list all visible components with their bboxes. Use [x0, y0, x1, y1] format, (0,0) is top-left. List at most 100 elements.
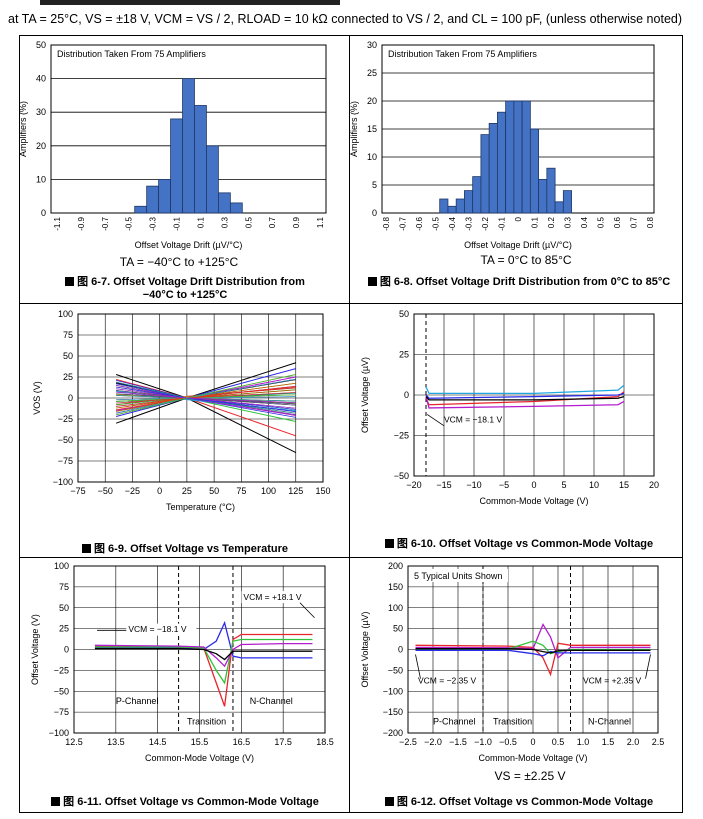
x-tick-label: 5	[561, 480, 566, 490]
x-tick-label: 0.7	[268, 216, 277, 228]
y-tick-label: −50	[388, 665, 403, 675]
annotation-vcm-neg: VCM = −18.1 V	[128, 624, 186, 634]
x-tick-label: −2.0	[424, 737, 442, 747]
annotation-arrow	[299, 602, 315, 619]
x-tick-label: −10	[466, 480, 481, 490]
caption-fig10: 图 6-10. Offset Voltage vs Common-Mode Vo…	[360, 535, 678, 551]
bar	[480, 134, 490, 214]
bar	[554, 201, 564, 214]
bar	[472, 176, 482, 214]
y-tick-label: 50	[399, 309, 409, 319]
x-tick-label: 0.5	[244, 216, 253, 228]
y-axis-label: VOS (V)	[32, 381, 42, 415]
annotation-vcm-pos: VCM = +18.1 V	[243, 592, 301, 602]
x-tick-label: 2.0	[627, 737, 640, 747]
x-tick-label: 100	[261, 486, 276, 496]
bar	[194, 105, 207, 214]
chart-fig9: −75 −50 −25 0 25 50 75 100 125 150 100 75 50 25 0 −25 −5…	[32, 309, 331, 512]
y-tick-label: 200	[388, 561, 403, 571]
label-p-channel: P-Channel	[433, 717, 476, 727]
y-tick-label: 25	[367, 68, 377, 78]
y-tick-label: −50	[58, 435, 73, 445]
annotation-arrow	[415, 654, 421, 679]
label-n-channel: N-Channel	[588, 717, 631, 727]
y-tick-label: 20	[36, 141, 46, 151]
annotation-arrow	[426, 414, 445, 427]
y-tick-label: 75	[59, 582, 69, 592]
grid-row-divider-2	[19, 557, 683, 558]
x-tick-label: -0.6	[415, 216, 424, 230]
bar	[521, 100, 531, 214]
label-n-channel: N-Channel	[250, 696, 293, 706]
chart-title: Distribution Taken From 75 Amplifiers	[57, 49, 206, 59]
x-tick-label: 17.5	[274, 737, 292, 747]
series-line	[415, 642, 651, 677]
bar	[206, 145, 219, 214]
bar	[217, 192, 231, 214]
y-axis-label: Amplifiers (%)	[349, 101, 359, 157]
y-tick-label: 150	[388, 582, 403, 592]
y-tick-label: 30	[36, 107, 46, 117]
bar	[488, 123, 498, 214]
x-tick-label: −25	[125, 486, 140, 496]
x-tick-label: -0.5	[432, 216, 441, 230]
x-tick-label: -0.3	[465, 216, 474, 230]
caption-fig7: 图 6-7. Offset Voltage Drift Distribution…	[40, 273, 330, 301]
y-tick-label: 15	[367, 124, 377, 134]
x-tick-label: 10	[589, 480, 599, 490]
x-tick-label: −15	[436, 480, 451, 490]
x-tick-label: -0.1	[173, 216, 182, 230]
bar	[546, 167, 556, 214]
y-tick-label: −150	[383, 707, 403, 717]
y-axis-label: Offset Voltage (V)	[30, 614, 40, 685]
x-tick-label: -0.3	[149, 216, 158, 230]
label-p-channel: P-Channel	[116, 696, 159, 706]
bar	[529, 128, 540, 214]
x-tick-label: 0.9	[292, 216, 301, 228]
x-tick-label: 16.5	[233, 737, 251, 747]
series-line	[116, 391, 296, 404]
x-tick-label: −2.5	[399, 737, 417, 747]
y-tick-label: 50	[59, 603, 69, 613]
bar	[170, 118, 183, 214]
series-line	[94, 643, 313, 668]
x-tick-label: 75	[236, 486, 246, 496]
chart-title: Distribution Taken From 75 Amplifiers	[388, 49, 537, 59]
x-tick-label: 0.5	[552, 737, 565, 747]
bar	[158, 178, 171, 214]
y-tick-label: −100	[53, 477, 73, 487]
y-tick-label: 25	[63, 372, 73, 382]
x-tick-label: 150	[315, 486, 330, 496]
x-tick-label: 1.5	[602, 737, 615, 747]
bar	[146, 185, 160, 214]
x-tick-label: -1.1	[53, 216, 62, 230]
x-tick-label: 0.2	[547, 216, 556, 228]
x-tick-label: 14.5	[149, 737, 167, 747]
y-axis-label: Amplifiers (%)	[18, 101, 28, 157]
series-line	[425, 395, 625, 401]
conditions-header: at TA = 25°C, VS = ±18 V, VCM = VS / 2, …	[8, 12, 683, 26]
x-axis-label: Temperature (°C)	[166, 502, 235, 512]
y-tick-label: −75	[54, 707, 69, 717]
caption-fig11: 图 6-11. Offset Voltage vs Common-Mode Vo…	[40, 793, 330, 809]
bar	[439, 198, 449, 214]
y-tick-label: 50	[63, 351, 73, 361]
annotation-vcm-neg: VCM = −2.35 V	[418, 676, 476, 686]
y-tick-label: −200	[383, 728, 403, 738]
x-tick-label: 12.5	[65, 737, 83, 747]
x-tick-label: 0.1	[530, 216, 539, 228]
caption-fig9: 图 6-9. Offset Voltage vs Temperature	[40, 540, 330, 556]
x-tick-label: 25	[182, 486, 192, 496]
x-tick-label: −75	[70, 486, 85, 496]
y-tick-label: 20	[367, 96, 377, 106]
y-tick-label: −100	[49, 728, 69, 738]
bar	[447, 205, 457, 214]
x-tick-label: −50	[98, 486, 113, 496]
y-tick-label: 50	[393, 624, 403, 634]
bar	[496, 111, 507, 214]
x-tick-label: -0.4	[448, 216, 457, 230]
bar	[538, 178, 548, 214]
series-line	[425, 392, 625, 399]
x-tick-label: 0.3	[563, 216, 572, 228]
annotation-bg	[241, 591, 314, 604]
